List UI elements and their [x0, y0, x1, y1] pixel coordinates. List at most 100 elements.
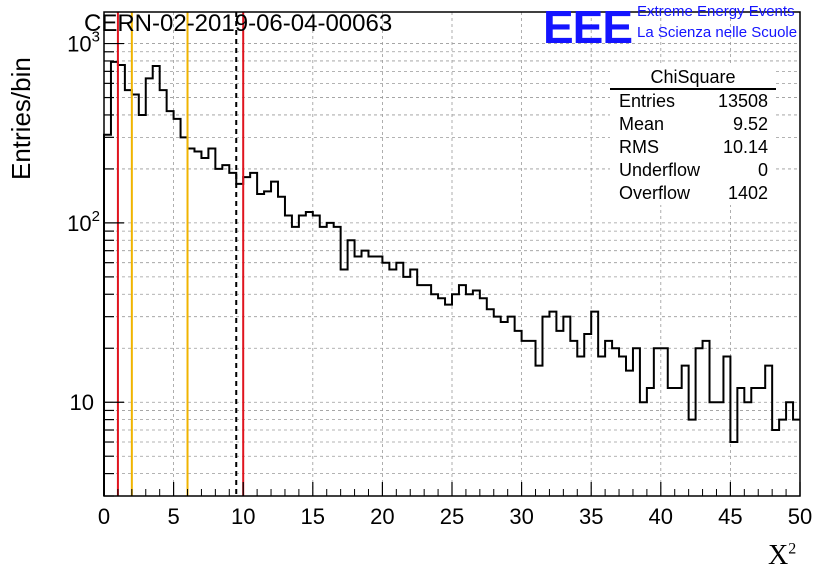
histogram-bin	[417, 285, 424, 496]
logo-line-1: Extreme Energy Events	[637, 3, 795, 20]
histogram-bin	[605, 341, 612, 496]
axis-ticks: 0 5 10 15 20 25 30 35 40 45 50 10 102 103	[67, 29, 812, 529]
histogram-bin	[786, 402, 793, 496]
histogram-bin	[389, 269, 396, 496]
eee-logo: EEE	[543, 1, 633, 53]
histogram-bin	[751, 388, 758, 496]
x-tick-label: 40	[649, 504, 673, 529]
histogram-bin	[229, 173, 236, 496]
histogram-bin	[549, 312, 556, 496]
histogram-bin	[306, 212, 313, 496]
histogram-bin	[793, 420, 800, 496]
stats-box: ChiSquare Entries 13508 Mean 9.52 RMS 10.14…	[610, 66, 776, 205]
histogram-bin	[501, 322, 508, 496]
histogram-bin	[772, 430, 779, 496]
stats-row-underflow: Underflow 0	[610, 159, 776, 182]
x-axis-label: X2	[768, 540, 796, 572]
histogram-bin	[250, 173, 257, 496]
histogram-bin	[710, 402, 717, 496]
histogram-bin	[410, 269, 417, 496]
stats-row-mean: Mean 9.52	[610, 113, 776, 136]
stats-row-entries: Entries 13508	[610, 90, 776, 113]
histogram-bin	[278, 197, 285, 496]
histogram-bin	[494, 317, 501, 496]
histogram-bin	[236, 184, 243, 496]
histogram-bin	[654, 348, 661, 496]
histogram-bin	[682, 366, 689, 496]
histogram-bin	[696, 348, 703, 496]
histogram-bin	[132, 95, 139, 496]
histogram-bin	[111, 62, 118, 496]
histogram-bin	[730, 442, 737, 496]
histogram-bin	[243, 177, 250, 496]
histogram-bin	[264, 191, 271, 496]
histogram-bin	[647, 388, 654, 496]
stats-label: Mean	[619, 114, 665, 134]
histogram-bin	[292, 227, 299, 496]
y-tick-label: 103	[67, 29, 100, 57]
y-tick-label: 102	[67, 208, 100, 236]
histogram-bin	[570, 341, 577, 496]
histogram-bin	[529, 341, 536, 496]
histogram-bin	[515, 331, 522, 496]
histogram-bin	[403, 277, 410, 496]
logo-line-2: La Scienza nelle Scuole	[637, 24, 798, 41]
histogram-bin	[598, 356, 605, 496]
histogram-bars	[103, 60, 800, 496]
stats-value: 13508	[717, 91, 768, 111]
histogram-bin	[466, 294, 473, 496]
histogram-bin	[689, 420, 696, 496]
histogram-bin	[661, 348, 668, 496]
y-tick-label: 10	[70, 390, 94, 415]
stats-label: Overflow	[619, 183, 691, 203]
histogram-bin	[382, 263, 389, 496]
histogram-bin	[737, 388, 744, 496]
histogram-bin	[368, 256, 375, 496]
cut-lines	[116, 12, 245, 496]
x-tick-label: 10	[231, 504, 255, 529]
histogram-bin	[779, 420, 786, 496]
histogram-bin	[355, 256, 362, 496]
histogram-bin	[271, 182, 278, 496]
histogram-bin	[438, 298, 445, 496]
histogram-bin	[160, 90, 167, 496]
histogram-bin	[139, 115, 146, 496]
histogram-bin	[668, 388, 675, 496]
histogram-bin	[334, 227, 341, 496]
x-tick-label: 35	[579, 504, 603, 529]
histogram-bin	[487, 309, 494, 496]
x-axis-label-base: X	[768, 540, 789, 571]
histogram-bin	[146, 78, 153, 496]
histogram-bin	[445, 305, 452, 496]
histogram-bin	[222, 165, 229, 496]
plot-title: CERN-02-2019-06-04-00063	[84, 10, 393, 37]
histogram-bin	[348, 240, 355, 496]
histogram-bin	[508, 317, 515, 496]
x-tick-label: 50	[788, 504, 812, 529]
x-tick-label: 15	[301, 504, 325, 529]
histogram-bin	[765, 366, 772, 496]
histogram-bin	[118, 65, 125, 496]
histogram-bin	[556, 331, 563, 496]
stats-value: 1402	[727, 183, 768, 203]
histogram-bin	[522, 341, 529, 496]
x-tick-label: 30	[509, 504, 533, 529]
stats-value: 10.14	[722, 137, 768, 157]
histogram-bin	[285, 215, 292, 496]
histogram-bin	[536, 366, 543, 496]
histogram-line	[103, 60, 800, 496]
stats-label: RMS	[619, 137, 659, 157]
histogram-bin	[675, 388, 682, 496]
histogram-bin	[452, 294, 459, 496]
histogram-bin	[396, 263, 403, 496]
histogram-bin	[181, 137, 188, 496]
histogram-bin	[215, 169, 222, 496]
histogram-bin	[716, 402, 723, 496]
histogram-bin	[375, 256, 382, 496]
histogram-bin	[194, 152, 201, 496]
histogram-bin	[299, 215, 306, 496]
histogram-bin	[619, 356, 626, 496]
histogram-bin	[703, 341, 710, 496]
stats-title: ChiSquare	[610, 66, 776, 90]
histogram-bin	[459, 285, 466, 496]
